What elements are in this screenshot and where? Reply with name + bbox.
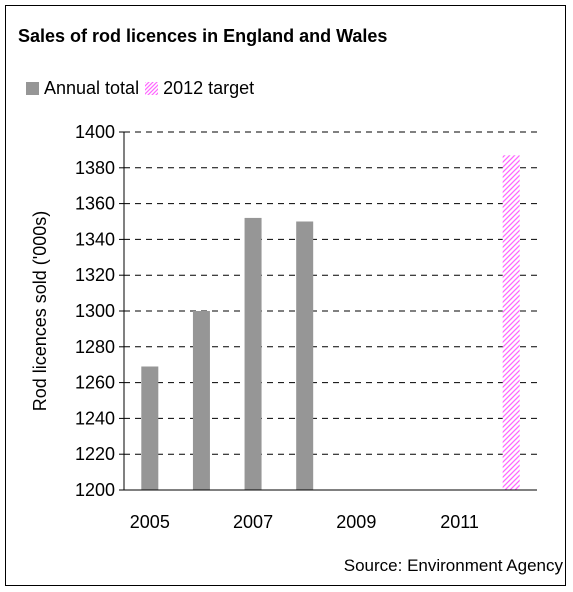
legend-label-2012-target: 2012 target (163, 78, 255, 98)
legend-item-2012-target: 2012 target (145, 78, 254, 99)
chart-legend: Annual total 2012 target (26, 78, 260, 99)
legend-swatch-2012-target (145, 82, 159, 95)
legend-swatch-annual-total (26, 82, 39, 95)
bar-annual-total-2005 (141, 366, 159, 490)
y-tick-label: 1360 (75, 194, 115, 214)
y-tick-label: 1240 (75, 408, 115, 428)
source-note: Source: Environment Agency (343, 556, 563, 575)
y-tick-label: 1380 (75, 158, 115, 178)
y-tick-label: 1340 (75, 229, 115, 249)
y-tick-label: 1400 (75, 122, 115, 142)
legend-item-annual-total: Annual total (26, 78, 139, 99)
chart-frame (5, 5, 566, 586)
y-tick-label: 1220 (75, 444, 115, 464)
bar-2012-target (502, 155, 520, 490)
bar-annual-total-2006 (192, 311, 210, 490)
x-tick-label: 2009 (336, 512, 376, 532)
y-tick-label: 1320 (75, 265, 115, 285)
tick-labels: 1200 1220 1240 1260 1280 1300 1320 1340 1360 1380… (75, 122, 479, 532)
chart-title: Sales of rod licences in England and Wal… (18, 26, 388, 46)
y-tick-label: 1300 (75, 301, 115, 321)
x-tick-label: 2011 (440, 512, 479, 532)
legend-label-annual-total: Annual total (44, 78, 140, 98)
y-tick-label: 1280 (75, 337, 115, 357)
x-tick-label: 2007 (233, 512, 273, 532)
bar-annual-total-2008 (296, 221, 314, 490)
y-tick-label: 1200 (75, 480, 115, 500)
y-axis-title: Rod licences sold ('000s) (30, 211, 50, 412)
bars (141, 155, 520, 491)
gridlines (124, 131, 537, 455)
x-tick-label: 2005 (130, 512, 170, 532)
bar-annual-total-2007 (244, 217, 262, 491)
y-tick-label: 1260 (75, 373, 115, 393)
axes (119, 131, 537, 491)
